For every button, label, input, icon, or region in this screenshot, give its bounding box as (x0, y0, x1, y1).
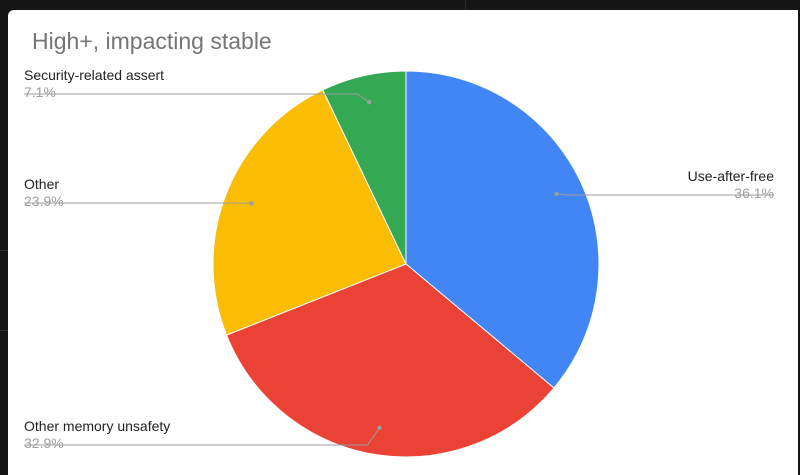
leader-dot-other (249, 201, 254, 206)
grid-line (465, 0, 466, 10)
slice-label-security-related-assert: Security-related assert (24, 67, 164, 83)
pie-slice-security-related-assert[interactable] (322, 70, 407, 265)
pie-slice-other[interactable] (212, 89, 407, 336)
pie-slice-use-after-free[interactable] (405, 70, 600, 389)
slice-label-other-memory-unsafety: Other memory unsafety (24, 418, 170, 434)
slice-value-security-related-assert: 7.1% (24, 84, 56, 100)
chart-title: High+, impacting stable (32, 28, 272, 54)
leader-dot-security-related-assert (367, 99, 372, 105)
grid-line (0, 250, 8, 251)
grid-line (0, 330, 8, 331)
slice-value-use-after-free: 36.1% (734, 185, 774, 201)
slice-label-other: Other (24, 176, 59, 192)
leader-line-use-after-free (556, 193, 774, 196)
slice-label-use-after-free: Use-after-free (688, 168, 775, 184)
leader-dot-use-after-free (554, 191, 559, 197)
leader-line-other-memory-unsafety (24, 427, 380, 446)
leader-dot-other-memory-unsafety (377, 425, 382, 431)
slice-value-other-memory-unsafety: 32.9% (24, 435, 64, 451)
chart-card[interactable]: High+, impacting stable Use-after-free 36… (8, 10, 798, 475)
pie-slice-other-memory-unsafety[interactable] (225, 263, 555, 458)
slice-value-other: 23.9% (24, 193, 64, 209)
leader-line-security-related-assert (24, 93, 370, 103)
